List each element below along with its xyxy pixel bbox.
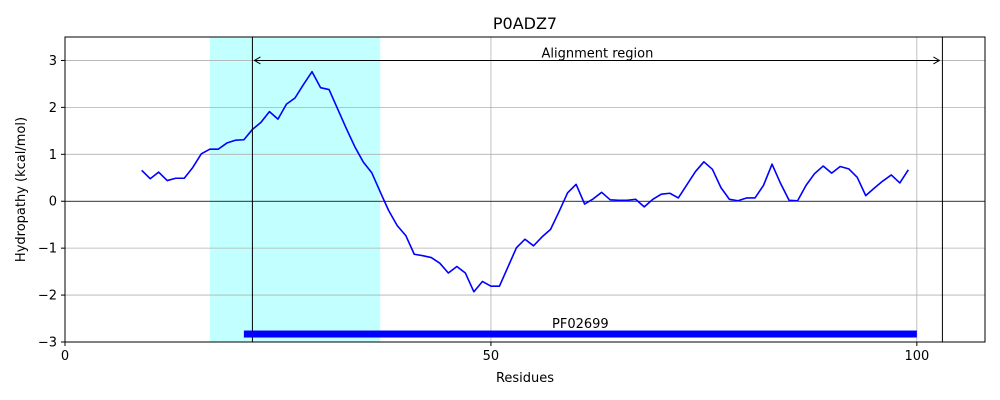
hydropathy-series-line-0	[141, 70, 910, 293]
y-axis-label: Hydropathy (kcal/mol)	[14, 117, 29, 262]
y-tick-label-5: 2	[49, 101, 57, 116]
x-tick-label-1: 50	[483, 349, 500, 364]
grid-lines	[64, 37, 985, 343]
x-axis-ticks: 0 50 100	[61, 342, 929, 364]
y-tick-label-4: 1	[49, 148, 57, 163]
x-tick-label-0: 0	[61, 349, 69, 364]
chart-title: P0ADZ7	[493, 14, 557, 33]
y-tick-label-1: −2	[38, 289, 57, 304]
plot-frame	[64, 36, 986, 343]
domain-bar-label: PF02699	[552, 317, 609, 332]
x-axis-label: Residues	[496, 371, 554, 386]
y-axis-ticks: −3 −2 −1 0 1 2 3	[38, 54, 65, 351]
y-tick-label-6: 3	[49, 54, 57, 69]
domain-bar	[243, 330, 917, 338]
x-tick-label-2: 100	[904, 349, 929, 364]
y-tick-label-2: −1	[38, 242, 57, 257]
shaded-region-rect	[209, 37, 381, 342]
alignment-region-annotation: Alignment region	[251, 37, 943, 342]
y-tick-label-0: −3	[38, 336, 57, 351]
y-tick-label-3: 0	[49, 195, 57, 210]
alignment-arrowhead-right	[933, 56, 941, 65]
series-layer	[141, 70, 910, 293]
shaded-region	[209, 37, 381, 342]
alignment-region-label: Alignment region	[541, 46, 653, 61]
domain-bar-group: PF02699	[243, 317, 917, 338]
alignment-arrowhead-left	[253, 56, 261, 65]
